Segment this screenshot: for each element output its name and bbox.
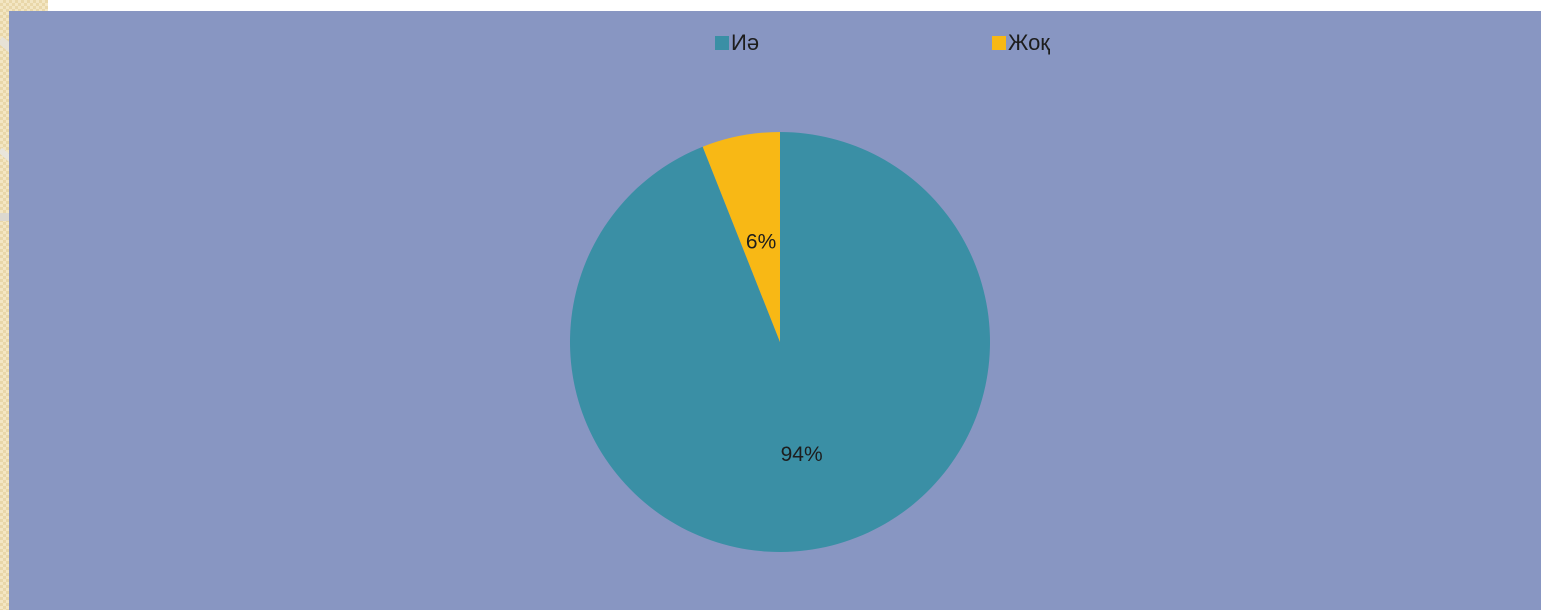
data-label-no: 6% — [746, 231, 776, 254]
chart-area: Иә Жоқ 94% 6% — [9, 11, 1541, 610]
pie-slice-no — [702, 132, 780, 342]
pie-chart: 94% 6% — [570, 132, 990, 552]
legend-label-yes: Иә — [731, 30, 760, 55]
legend-label-no: Жоқ — [1008, 30, 1050, 55]
legend-swatch-yes — [715, 36, 729, 50]
legend-item-no: Жоқ — [992, 32, 1050, 54]
data-label-yes: 94% — [781, 443, 823, 466]
legend-item-yes: Иә — [715, 32, 759, 54]
slide-top-bar — [48, 0, 1541, 11]
legend-swatch-no — [992, 36, 1006, 50]
